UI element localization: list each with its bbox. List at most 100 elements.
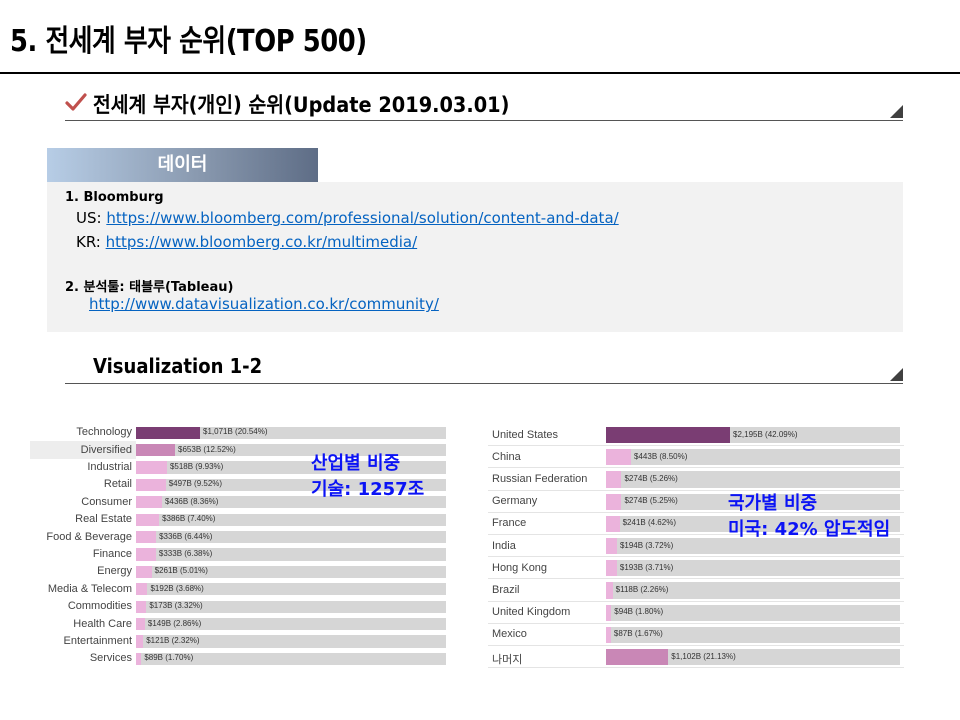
country-annotation: 국가별 비중 미국: 42% 압도적임 [728,491,890,543]
bar-value-label: $443B (8.50%) [634,451,688,461]
data-tab-label: 데이터 [47,148,318,182]
section-header-ranking: 전세계 부자(개인) 순위(Update 2019.03.01) [65,87,903,121]
bar-track: $518B (9.93%) [136,461,446,474]
bar-value-label: $386B (7.40%) [162,514,216,524]
bar[interactable] [136,426,200,439]
bar-track: $436B (8.36%) [136,496,446,509]
bar-value-label: $87B (1.67%) [613,629,663,639]
bar[interactable] [136,443,176,457]
bar-track: $192B (3.68%) [136,583,446,596]
bar-track: $1,102B (21.13%) [606,649,900,666]
bar[interactable] [136,461,167,474]
corner-triangle-icon [890,368,903,381]
category-label: Energy [97,565,132,578]
source-tableau-line: http://www.datavisualization.co.kr/commu… [89,295,439,313]
checkmark-icon [65,93,87,111]
row-separator [488,578,904,580]
category-label: Germany [492,495,538,508]
bar-value-label: $497B (9.52%) [168,479,223,489]
row-separator [488,622,904,624]
bar[interactable] [136,583,148,596]
bar-track: $118B (2.26%) [606,582,900,599]
bar[interactable] [136,496,163,509]
tableau-community-link[interactable]: http://www.datavisualization.co.kr/commu… [89,295,439,313]
bar-value-label: $336B (6.44%) [159,531,213,541]
bar-value-label: $436B (8.36%) [165,496,219,506]
bar-track: $94B (1.80%) [606,604,900,621]
bar[interactable] [136,548,156,561]
bar-track: $173B (3.32%) [136,600,446,613]
bar[interactable] [136,617,145,631]
highlight-row [30,441,136,459]
bar-value-label: $274B (5.26%) [624,473,678,483]
category-label: Real Estate [75,513,132,526]
category-label: Commodities [67,600,132,613]
bar-value-label: $2,195B (42.09%) [733,429,798,439]
row-separator [488,556,904,558]
category-label: Consumer [81,495,132,508]
category-label: Finance [92,548,132,560]
bar-value-label: $333B (6.38%) [158,548,213,558]
bar-value-label: $173B (3.32%) [149,601,203,611]
bar[interactable] [136,513,160,526]
bar[interactable] [606,582,613,599]
bar[interactable] [606,560,617,577]
bar-value-label: $1,071B (20.54%) [203,427,268,437]
bar-track: $274B (5.26%) [606,471,900,488]
bar[interactable] [606,538,617,555]
category-label: Food & Beverage [46,530,132,543]
bar[interactable] [136,635,144,648]
bar-track: $2,195B (42.09%) [606,427,900,444]
bar-track: $333B (6.38%) [136,548,446,561]
category-label: 나머지 [492,653,523,666]
bar-track: $497B (9.52%) [136,478,446,492]
bar-track: $193B (3.71%) [606,560,900,577]
row-separator [488,511,904,513]
bloomberg-us-link[interactable]: https://www.bloomberg.com/professional/s… [106,209,619,227]
bar-track: $149B (2.86%) [136,617,446,631]
source-1-title: 1. Bloomburg [65,190,164,205]
bar[interactable] [136,652,142,666]
bar-value-label: $261B (5.01%) [154,566,208,576]
category-label: Services [89,652,132,665]
bar-track: $194B (3.72%) [606,538,900,555]
bar-value-label: $149B (2.86%) [147,618,202,628]
country-annotation-line2: 미국: 42% 압도적임 [728,519,891,540]
category-label: Hong Kong [492,561,548,574]
category-label: United Kingdom [492,606,571,619]
bar-track: $87B (1.67%) [606,626,900,643]
bar[interactable] [606,471,622,488]
category-label: Diversified [80,443,132,456]
bar-track: $386B (7.40%) [136,513,446,526]
bar[interactable] [136,600,147,613]
bar[interactable] [606,427,730,444]
category-label: Retail [103,478,132,491]
bar[interactable] [136,530,157,544]
category-label: India [492,539,516,552]
bar[interactable] [136,478,166,492]
source-2-title: 2. 분석툴: 태블루(Tableau) [65,280,234,295]
bloomberg-kr-link[interactable]: https://www.bloomberg.co.kr/multimedia/ [105,233,418,251]
bar-value-label: $89B (1.70%) [144,653,194,663]
bar-value-label: $274B (5.25%) [624,496,678,506]
bar-value-label: $121B (2.32%) [146,635,200,645]
bar[interactable] [606,649,669,666]
data-source-box: 1. Bloomburg US: https://www.bloomberg.c… [47,182,903,332]
bar-track: $653B (12.52%) [136,443,446,457]
bar[interactable] [606,493,622,510]
bar[interactable] [606,626,611,643]
bar[interactable] [606,515,620,532]
row-separator [488,445,904,447]
bar-track: $1,071B (20.54%) [136,426,446,439]
category-label: Entertainment [63,635,132,647]
bar[interactable] [606,449,632,466]
section-header-visualization: Visualization 1-2 [65,350,903,384]
row-separator [488,600,904,602]
bar[interactable] [136,565,152,579]
title-rule [0,72,960,74]
bar-value-label: $192B (3.68%) [150,583,204,593]
source-us-line: US: https://www.bloomberg.com/profession… [76,209,619,227]
category-label: Russian Federation [492,473,588,485]
bar[interactable] [606,604,612,621]
us-prefix: US: [76,209,107,227]
